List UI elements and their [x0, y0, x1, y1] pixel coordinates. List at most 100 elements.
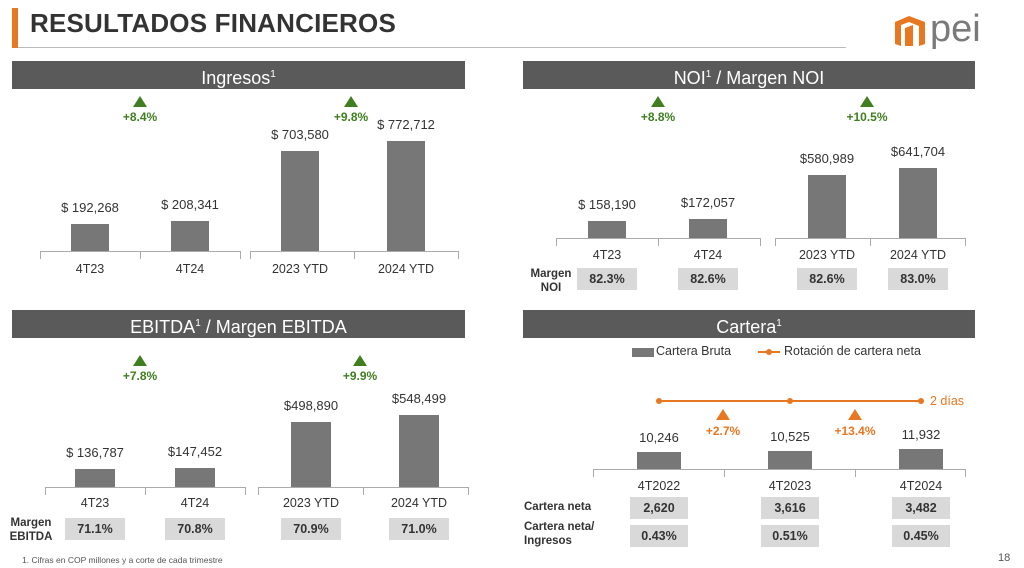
ebitda-category-label-0: 4T23: [80, 496, 110, 510]
ebitda-growth-label-1: +9.9%: [342, 369, 378, 383]
ebitda-bar-2: [291, 422, 331, 487]
ingresos-growth-arrow-0: [133, 96, 147, 107]
cartera-tick-2: [855, 469, 856, 477]
noi-value-label-1: $172,057: [680, 195, 736, 210]
noi-tick-1-a: [775, 238, 776, 246]
noi-footnote-ref: 1: [705, 69, 712, 80]
ingresos-footnote-ref: 1: [270, 69, 276, 80]
cartera-title: Cartera: [716, 317, 777, 337]
noi-bar-1: [689, 219, 727, 238]
noi-margin-3: 83.0%: [888, 268, 948, 290]
cartera-neta-ingresos-0: 0.43%: [630, 525, 688, 547]
pei-logo-mark: [895, 16, 925, 46]
noi-category-label-0: 4T23: [592, 248, 622, 262]
noi-growth-arrow-0: [651, 96, 665, 107]
cartera-axis: [593, 469, 965, 470]
noi-title: NOI: [673, 68, 706, 88]
ingresos-category-label-0: 4T23: [75, 262, 105, 276]
ebitda-value-label-1: $147,452: [167, 444, 223, 459]
noi-header: NOI1 / Margen NOI: [523, 61, 975, 89]
ebitda-growth-arrow-1: [353, 355, 367, 366]
ingresos-growth-arrow-1: [344, 96, 358, 107]
ebitda-category-label-1: 4T24: [180, 496, 210, 510]
cartera-bar-1: [768, 451, 812, 469]
ebitda-tick-1-a: [258, 487, 259, 495]
ebitda-margin-2: 70.9%: [281, 518, 341, 540]
ebitda-footnote-ref: 1: [195, 318, 201, 329]
cartera-value-label-2: 11,932: [901, 427, 941, 442]
ingresos-bar-0: [71, 224, 109, 251]
noi-bar-3: [899, 168, 937, 238]
cartera-neta-ingresos-2: 0.45%: [892, 525, 950, 547]
ingresos-tick-1-m: [354, 251, 355, 259]
ingresos-tick-1-a: [250, 251, 251, 259]
cartera-category-label-2: 4T2024: [899, 479, 943, 493]
noi-value-label-2: $580,989: [799, 151, 855, 166]
ebitda-category-label-2: 2023 YTD: [282, 496, 340, 510]
noi-tick-1-b: [965, 238, 966, 246]
ingresos-tick-0-a: [40, 251, 41, 259]
cartera-category-label-1: 4T2023: [768, 479, 812, 493]
ebitda-value-label-0: $ 136,787: [66, 445, 124, 460]
ingresos-category-label-2: 2023 YTD: [271, 262, 329, 276]
ingresos-bar-3: [387, 141, 425, 251]
ebitda-bar-0: [75, 469, 115, 487]
noi-category-label-2: 2023 YTD: [798, 248, 856, 262]
ingresos-value-label-2: $ 703,580: [271, 127, 329, 142]
ebitda-tick-0-a: [45, 487, 46, 495]
ingresos-growth-label-0: +8.4%: [122, 110, 158, 124]
noi-bar-0: [588, 221, 626, 238]
cartera-neta-1: 3,616: [761, 497, 819, 519]
ebitda-tick-1-b: [468, 487, 469, 495]
page-title: RESULTADOS FINANCIEROS: [30, 8, 397, 38]
ebitda-bar-1: [175, 468, 215, 487]
ingresos-tick-0-b: [240, 251, 241, 259]
cartera-bar-2: [899, 449, 943, 469]
ingresos-value-label-1: $ 208,341: [161, 197, 219, 212]
noi-growth-arrow-1: [860, 96, 874, 107]
ebitda-tick-0-m: [145, 487, 146, 495]
ingresos-value-label-3: $ 772,712: [377, 117, 435, 132]
ebitda-tick-1-m: [363, 487, 364, 495]
ebitda-header: EBITDA1 / Margen EBITDA: [12, 310, 465, 338]
ebitda-value-label-3: $548,499: [391, 391, 447, 406]
cartera-neta-ingresos-1: 0.51%: [761, 525, 819, 547]
footnote: 1. Cifras en COP millones y a corte de c…: [22, 555, 223, 565]
noi-margin-1: 82.6%: [678, 268, 738, 290]
rotacion-line-label: 2 días: [930, 394, 965, 408]
cartera-header: Cartera1: [523, 310, 975, 338]
ingresos-value-label-0: $ 192,268: [61, 200, 119, 215]
noi-tick-0-m: [658, 238, 659, 246]
cartera-tick-1: [724, 469, 725, 477]
ebitda-margin-0: 71.1%: [65, 518, 125, 540]
ebitda-margin-1: 70.8%: [165, 518, 225, 540]
cartera-neta-2: 3,482: [892, 497, 950, 519]
noi-title-rest: / Margen NOI: [711, 68, 825, 88]
rotacion-point-2: [918, 398, 924, 404]
ebitda-title-rest: / Margen EBITDA: [200, 317, 347, 337]
cartera-value-label-1: 10,525: [770, 429, 810, 444]
ingresos-category-label-3: 2024 YTD: [377, 262, 435, 276]
cartera-tick-0: [593, 469, 594, 477]
cartera-growth-arrow-1: [848, 409, 862, 420]
rotacion-point-1: [787, 398, 793, 404]
cartera-growth-label-0: +2.7%: [705, 424, 741, 438]
ingresos-bar-1: [171, 221, 209, 251]
cartera-tick-3: [965, 469, 966, 477]
noi-tick-0-b: [760, 238, 761, 246]
cartera-value-label-0: 10,246: [639, 430, 679, 445]
legend-swatch-cartera-bruta: [632, 348, 654, 357]
title-accent-bar: [12, 8, 18, 48]
ebitda-growth-label-0: +7.8%: [122, 369, 158, 383]
cartera-neta-ingresos-label: Cartera neta/ Ingresos: [524, 521, 595, 547]
cartera-neta-label: Cartera neta: [524, 501, 592, 513]
ebitda-growth-arrow-0: [133, 355, 147, 366]
noi-margin-0: 82.3%: [577, 268, 637, 290]
noi-growth-label-0: +8.8%: [640, 110, 676, 124]
title-divider: [18, 47, 846, 48]
ingresos-tick-0-m: [140, 251, 141, 259]
cartera-growth-label-1: +13.4%: [834, 424, 876, 438]
noi-value-label-0: $ 158,190: [578, 197, 636, 212]
cartera-category-label-0: 4T2022: [637, 479, 681, 493]
legend-dot-rotacion: [766, 349, 772, 355]
